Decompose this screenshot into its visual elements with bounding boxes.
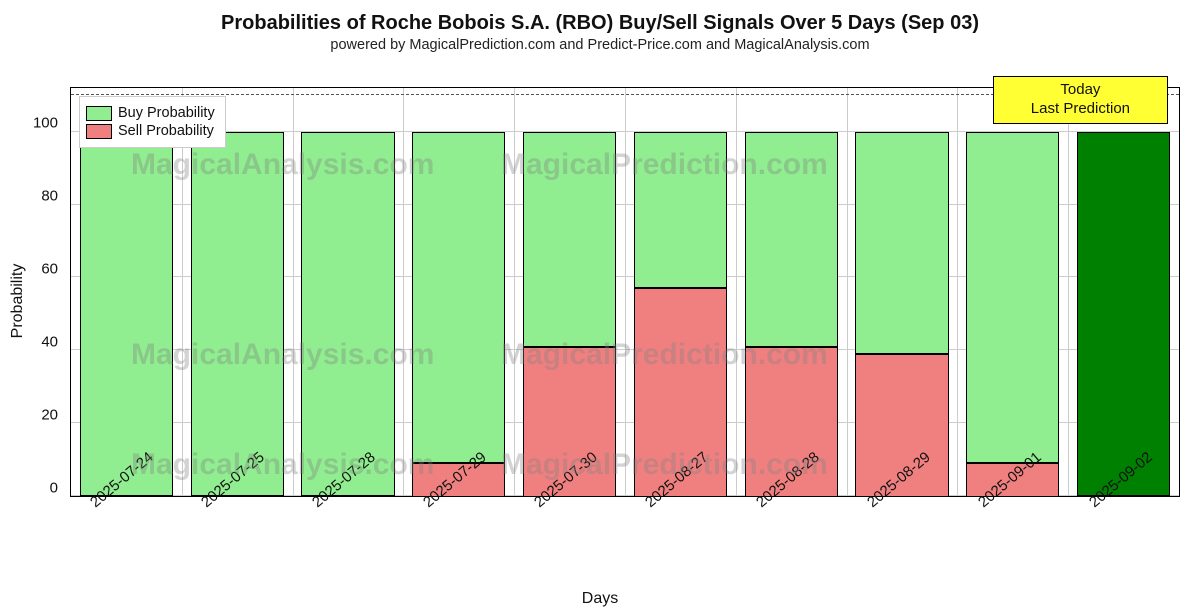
bar-slot-1 — [182, 88, 293, 496]
legend-label-sell: Sell Probability — [118, 123, 214, 139]
buy-bar-2025-09-01[interactable] — [966, 132, 1059, 464]
y-tick-100: 100 — [33, 115, 58, 132]
bar-group-2025-07-25[interactable] — [191, 132, 284, 496]
legend-item-sell: Sell Probability — [86, 123, 215, 139]
bar-slot-4 — [514, 88, 625, 496]
y-tick-80: 80 — [41, 188, 58, 205]
buy-color-swatch — [86, 106, 112, 121]
legend-item-buy: Buy Probability — [86, 105, 215, 121]
bar-slot-7 — [847, 88, 958, 496]
bar-slot-6 — [736, 88, 847, 496]
bar-slot-0 — [71, 88, 182, 496]
bar-group-2025-08-28[interactable] — [745, 132, 838, 496]
bar-group-2025-07-29[interactable] — [412, 132, 505, 496]
bar-slot-2 — [293, 88, 404, 496]
sell-color-swatch — [86, 124, 112, 139]
buy-bar-2025-07-30[interactable] — [523, 132, 616, 347]
buy-bar-2025-07-29[interactable] — [412, 132, 505, 464]
buy-bar-2025-07-24[interactable] — [80, 132, 173, 496]
bar-group-2025-09-02[interactable] — [1077, 132, 1170, 496]
bar-slot-3 — [403, 88, 514, 496]
bar-group-2025-09-01[interactable] — [966, 132, 1059, 496]
legend-label-buy: Buy Probability — [118, 105, 215, 121]
y-tick-20: 20 — [41, 407, 58, 424]
chart-legend: Buy Probability Sell Probability — [79, 96, 226, 148]
buy-bar-2025-08-27[interactable] — [634, 132, 727, 289]
buy-bar-2025-07-28[interactable] — [301, 132, 394, 496]
chart-subtitle: powered by MagicalPrediction.com and Pre… — [0, 37, 1200, 53]
buy-bar-2025-08-29[interactable] — [855, 132, 948, 354]
chart-title: Probabilities of Roche Bobois S.A. (RBO)… — [0, 12, 1200, 35]
bar-group-2025-08-27[interactable] — [634, 132, 727, 496]
y-axis-title: Probability — [9, 264, 27, 339]
bar-slot-8 — [957, 88, 1068, 496]
bars-container — [71, 88, 1179, 496]
today-annotation-line2: Last Prediction — [1002, 100, 1159, 119]
y-tick-40: 40 — [41, 334, 58, 351]
bar-group-2025-07-30[interactable] — [523, 132, 616, 496]
bar-group-2025-07-28[interactable] — [301, 132, 394, 496]
buy-bar-2025-07-25[interactable] — [191, 132, 284, 496]
today-bar-2025-09-02[interactable] — [1077, 132, 1170, 496]
y-tick-0: 0 — [50, 480, 58, 497]
bar-slot-9 — [1068, 88, 1179, 496]
bar-group-2025-08-29[interactable] — [855, 132, 948, 496]
bar-group-2025-07-24[interactable] — [80, 132, 173, 496]
x-axis-title: Days — [582, 590, 618, 608]
y-tick-60: 60 — [41, 261, 58, 278]
bar-slot-5 — [625, 88, 736, 496]
buy-bar-2025-08-28[interactable] — [745, 132, 838, 347]
x-axis-labels: 2025-07-24 2025-07-25 2025-07-28 2025-07… — [70, 498, 1180, 588]
today-annotation-box: Today Last Prediction — [993, 76, 1168, 124]
today-annotation-line1: Today — [1002, 81, 1159, 100]
plot-area: MagicalAnalysis.com MagicalPrediction.co… — [70, 87, 1180, 497]
